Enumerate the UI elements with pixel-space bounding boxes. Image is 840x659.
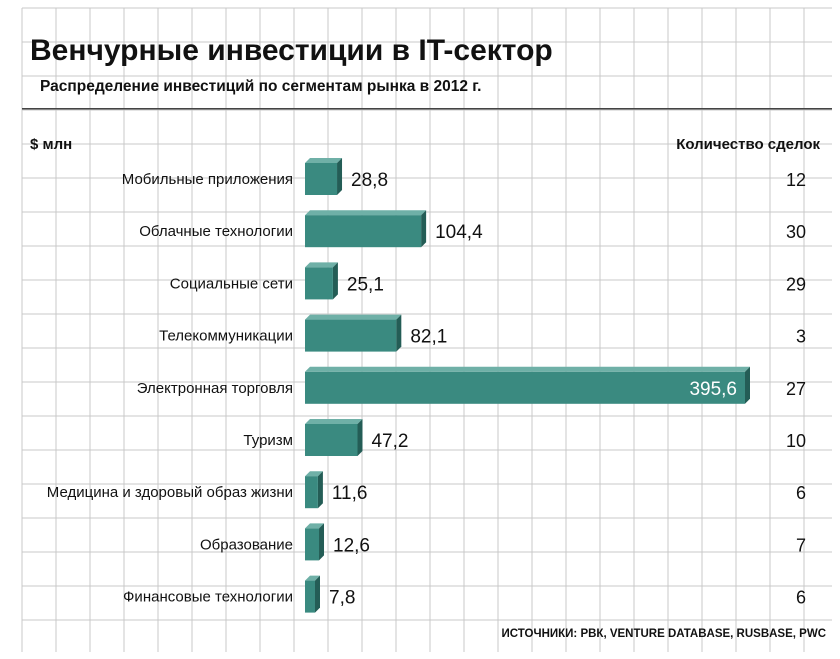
deal-count-label: 7 bbox=[796, 535, 806, 555]
bar bbox=[305, 476, 318, 509]
deal-count-label: 12 bbox=[786, 170, 806, 190]
value-label: 25,1 bbox=[347, 274, 384, 295]
value-label: 28,8 bbox=[351, 170, 388, 191]
deal-count-label: 6 bbox=[796, 483, 806, 503]
bar-top-face bbox=[305, 314, 402, 320]
bar bbox=[305, 528, 320, 561]
chart-title: Венчурные инвестиции в IT-сектор bbox=[30, 34, 553, 67]
bar bbox=[305, 267, 333, 300]
bar-side-face bbox=[421, 210, 427, 248]
category-label: Социальные сети bbox=[170, 275, 293, 292]
deal-count-label: 10 bbox=[786, 431, 806, 451]
bar-side-face bbox=[317, 471, 323, 509]
header-rule bbox=[22, 108, 832, 110]
bar-row: Электронная торговля 395,6 27 bbox=[137, 366, 806, 404]
bar bbox=[305, 580, 315, 613]
value-label: 104,4 bbox=[435, 222, 483, 243]
category-label: Туризм bbox=[243, 432, 293, 449]
value-label: 47,2 bbox=[371, 431, 408, 452]
bar-side-face bbox=[337, 158, 343, 195]
bar bbox=[305, 163, 338, 195]
value-label: 12,6 bbox=[333, 535, 370, 556]
bar-top-face bbox=[305, 210, 427, 216]
value-label: 11,6 bbox=[332, 483, 368, 504]
bar-row: Туризм 47,2 10 bbox=[243, 419, 806, 456]
value-label: 7,8 bbox=[329, 588, 355, 609]
value-axis-label: $ млн bbox=[30, 136, 72, 153]
grid bbox=[21, 7, 832, 652]
bar-side-face bbox=[315, 575, 320, 613]
bar-row: Облачные технологии 104,4 30 bbox=[139, 210, 806, 248]
deal-count-label: 27 bbox=[786, 379, 806, 399]
bar-side-face bbox=[745, 366, 750, 404]
category-label: Электронная торговля bbox=[137, 380, 293, 397]
bar bbox=[305, 215, 422, 248]
value-label: 82,1 bbox=[410, 327, 447, 348]
bar-top-face bbox=[305, 523, 325, 529]
category-label: Облачные технологии bbox=[139, 223, 293, 240]
deal-count-label: 30 bbox=[786, 222, 806, 242]
bar-row: Социальные сети 25,1 29 bbox=[170, 262, 806, 300]
bar bbox=[305, 424, 358, 456]
bar-top-face bbox=[305, 158, 343, 163]
bar-side-face bbox=[357, 419, 363, 456]
category-label: Медицина и здоровый образ жизни bbox=[47, 484, 293, 501]
bar-top-face bbox=[305, 262, 338, 268]
bar-top-face bbox=[305, 366, 750, 372]
bar-row: Образование 12,6 7 bbox=[200, 523, 806, 561]
deal-count-header: Количество сделок bbox=[676, 136, 820, 153]
bar-side-face bbox=[332, 262, 338, 300]
category-label: Телекоммуникации bbox=[159, 328, 293, 345]
category-label: Мобильные приложения bbox=[122, 171, 293, 188]
bar-side-face bbox=[396, 314, 402, 352]
category-label: Образование bbox=[200, 536, 293, 553]
category-label: Финансовые технологии bbox=[123, 589, 293, 606]
value-label: 395,6 bbox=[689, 379, 737, 400]
bar-row: Телекоммуникации 82,1 3 bbox=[159, 314, 806, 352]
bar bbox=[305, 371, 745, 404]
deal-count-label: 3 bbox=[796, 327, 806, 347]
deal-count-label: 6 bbox=[796, 588, 806, 608]
bar-row: Мобильные приложения 28,8 12 bbox=[122, 158, 806, 195]
chart-subtitle: Распределение инвестиций по сегментам ры… bbox=[40, 78, 481, 95]
bar-side-face bbox=[319, 523, 325, 561]
deal-count-label: 29 bbox=[786, 274, 806, 294]
chart-rows: Мобильные приложения 28,8 12 Облачные техно… bbox=[47, 158, 806, 613]
bar-row: Финансовые технологии 7,8 6 bbox=[123, 575, 806, 613]
source-note: ИСТОЧНИКИ: РВК, VENTURE DATABASE, RUSBAS… bbox=[502, 628, 826, 640]
bar-row: Медицина и здоровый образ жизни 11,6 6 bbox=[47, 471, 806, 509]
bar bbox=[305, 319, 397, 352]
bar-top-face bbox=[305, 419, 363, 424]
bar-top-face bbox=[305, 471, 323, 477]
